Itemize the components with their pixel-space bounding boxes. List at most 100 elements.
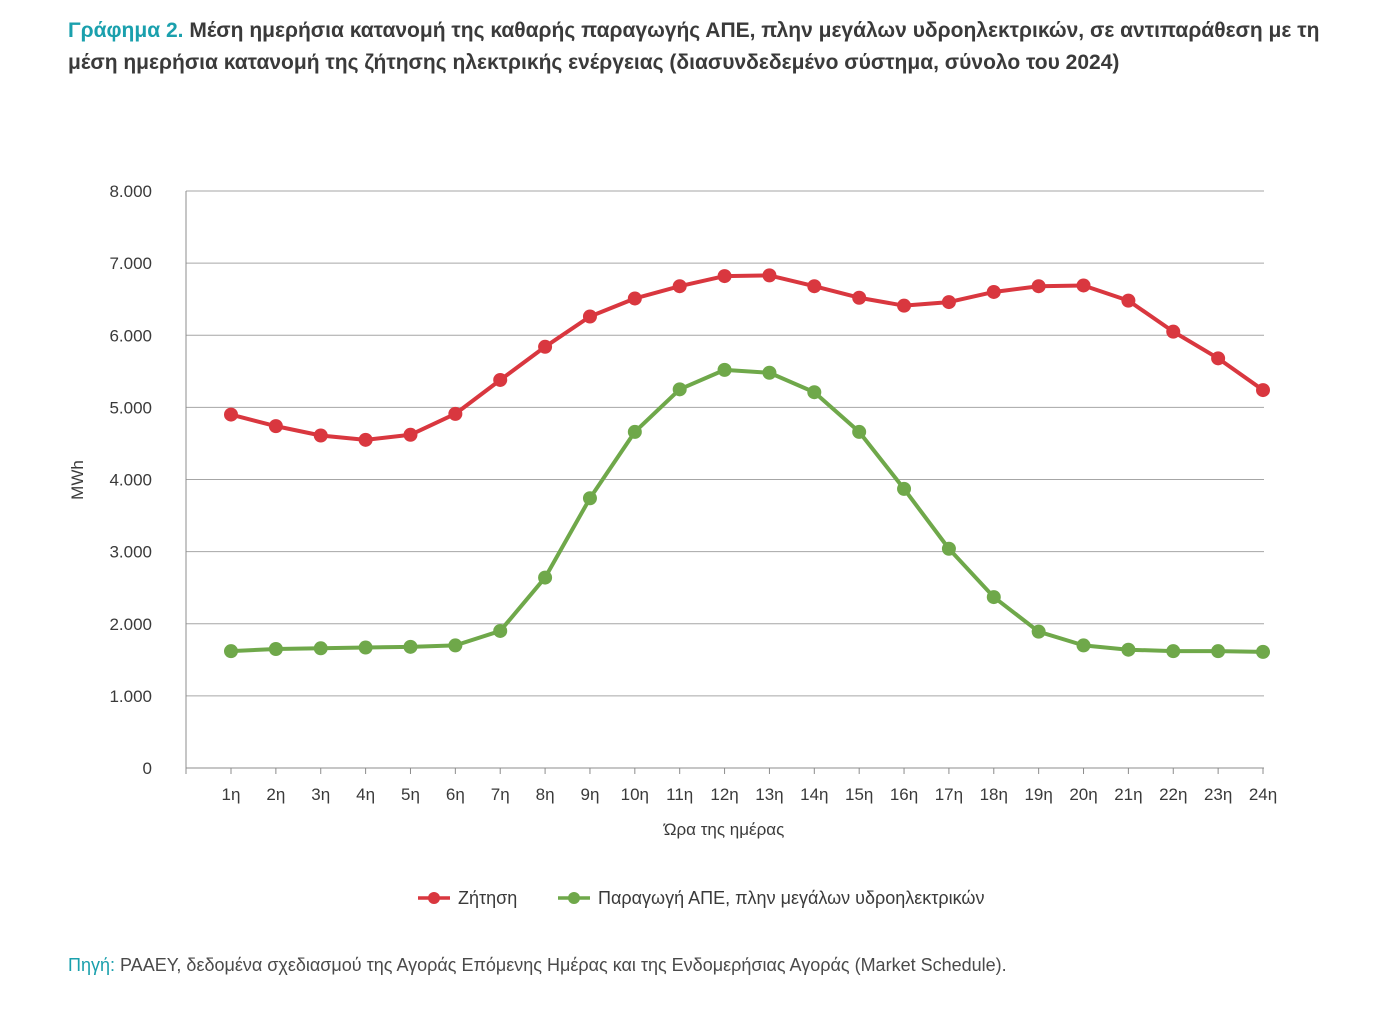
data-point	[627, 291, 642, 306]
x-tick-label: 6η	[446, 785, 465, 804]
x-tick-label: 8η	[536, 785, 555, 804]
data-point	[1031, 279, 1046, 294]
data-point	[717, 269, 732, 284]
series-line	[230, 273, 1265, 442]
x-axis-label: Ώρα της ημέρας	[663, 820, 785, 839]
x-tick-label: 10η	[621, 785, 649, 804]
y-tick-label: 2.000	[109, 615, 152, 634]
data-point	[762, 365, 777, 380]
x-tick-label: 13η	[755, 785, 783, 804]
series-1	[224, 268, 1270, 447]
data-point	[493, 372, 508, 387]
chart-title-prefix: Γράφημα 2.	[68, 19, 184, 42]
data-point	[538, 339, 553, 354]
legend-item-res-production: Παραγωγή ΑΠΕ, πλην μεγάλων υδροηλεκτρικώ…	[558, 888, 984, 908]
data-point	[1211, 351, 1226, 366]
source-note: Πηγή: ΡΑΑΕΥ, δεδομένα σχεδιασμού της Αγο…	[68, 955, 1007, 976]
data-point	[941, 295, 956, 310]
x-tick-label: 23η	[1204, 785, 1232, 804]
y-tick-label: 8.000	[109, 182, 152, 201]
data-point	[986, 284, 1001, 299]
data-point	[1166, 644, 1181, 659]
x-tick-label: 1η	[222, 785, 241, 804]
data-point	[313, 641, 328, 656]
data-point	[852, 424, 867, 439]
data-point	[941, 541, 956, 556]
x-tick-label: 20η	[1069, 785, 1097, 804]
data-point	[493, 623, 508, 638]
x-tick-label: 24η	[1249, 785, 1277, 804]
y-tick-label: 3.000	[109, 543, 152, 562]
data-point	[717, 362, 732, 377]
source-prefix: Πηγή:	[68, 955, 116, 975]
legend-res-marker	[568, 892, 580, 904]
series-line	[230, 367, 1264, 654]
y-axis-label: MWh	[68, 460, 87, 500]
x-tick-label: 11η	[666, 785, 693, 804]
data-point	[672, 279, 687, 294]
data-point	[1076, 278, 1091, 293]
data-point	[268, 419, 283, 434]
data-point	[224, 644, 238, 659]
data-point	[358, 432, 373, 447]
series-2	[224, 362, 1270, 659]
y-tick-label: 6.000	[109, 326, 152, 345]
axes	[185, 191, 1264, 774]
x-tick-label: 2η	[266, 785, 285, 804]
x-tick-label: 4η	[356, 785, 375, 804]
data-point	[897, 481, 912, 496]
data-point	[313, 428, 328, 443]
data-point	[403, 427, 418, 442]
data-point	[1166, 324, 1181, 339]
chart-title-text: Μέση ημερήσια κατανομή της καθαρής παραγ…	[68, 19, 1320, 74]
x-tick-label: 9η	[580, 785, 599, 804]
x-tick-label: 5η	[401, 785, 420, 804]
legend: Ζήτηση Παραγωγή ΑΠΕ, πλην μεγάλων υδροηλ…	[418, 888, 984, 908]
data-point	[1121, 642, 1136, 657]
data-point	[268, 641, 283, 656]
data-point	[538, 570, 553, 585]
data-point	[403, 639, 418, 654]
data-point	[627, 424, 642, 439]
data-point	[852, 290, 867, 305]
data-point	[448, 406, 463, 421]
x-tick-label: 17η	[935, 785, 963, 804]
y-tick-label: 1.000	[109, 687, 152, 706]
x-tick-label: 22η	[1159, 785, 1187, 804]
x-tick-label: 15η	[845, 785, 873, 804]
data-point	[1256, 383, 1270, 398]
data-point	[448, 638, 463, 653]
data-point	[897, 298, 912, 313]
y-tick-label: 4.000	[109, 471, 152, 490]
data-point	[762, 268, 777, 283]
data-point	[807, 279, 822, 294]
data-point	[582, 491, 597, 506]
data-point	[1211, 644, 1226, 659]
y-tick-label: 0	[143, 759, 152, 778]
y-tick-labels: 0 1.000 2.000 3.000 4.000 5.000 6.000 7.000 8.00…	[109, 182, 152, 778]
chart-title: Γράφημα 2. Μέση ημερήσια κατανομή της κα…	[68, 15, 1328, 79]
x-tick-label: 19η	[1024, 785, 1052, 804]
x-tick-label: 14η	[800, 785, 828, 804]
data-point	[358, 640, 373, 655]
legend-demand-marker	[428, 892, 440, 904]
grid-lines	[186, 190, 1264, 697]
x-tick-label: 21η	[1114, 785, 1142, 804]
data-point	[1121, 293, 1136, 308]
data-point	[986, 590, 1001, 605]
y-tick-label: 5.000	[109, 398, 152, 417]
data-point	[224, 407, 238, 422]
data-point	[1076, 638, 1091, 653]
data-point	[807, 385, 822, 400]
source-text: ΡΑΑΕΥ, δεδομένα σχεδιασμού της Αγοράς Επ…	[115, 955, 1007, 975]
x-tick-label: 12η	[710, 785, 738, 804]
data-point	[582, 309, 597, 324]
legend-item-demand: Ζήτηση	[418, 888, 517, 908]
x-tick-label: 18η	[980, 785, 1008, 804]
x-tick-label: 3η	[311, 785, 330, 804]
data-point	[1031, 624, 1046, 639]
y-tick-label: 7.000	[109, 254, 152, 273]
x-tick-label: 7η	[491, 785, 510, 804]
x-tick-label: 16η	[890, 785, 918, 804]
x-tick-labels: 1η 2η 3η 4η 5η 6η 7η 8η 9η 10η 11η 12η 13η 14η 15η 16η 1…	[222, 785, 1278, 804]
